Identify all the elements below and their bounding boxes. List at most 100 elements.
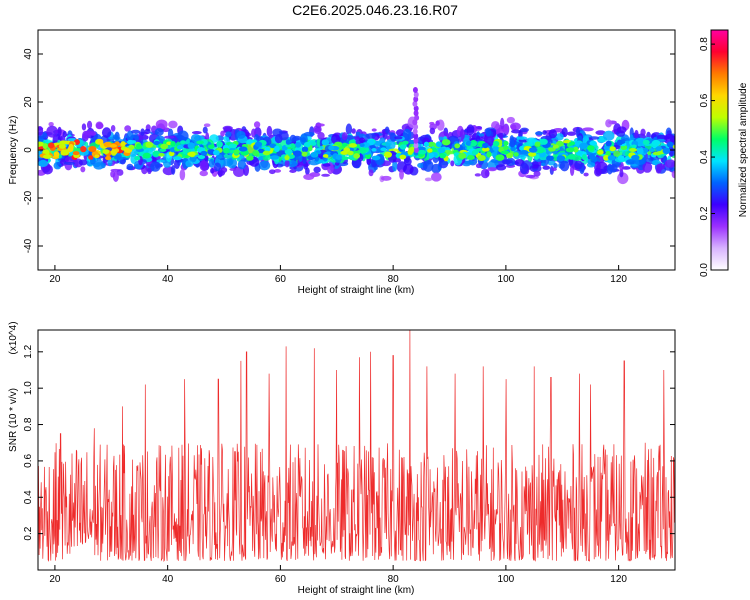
heatmap-cell: [525, 174, 536, 179]
heatmap-cell: [609, 146, 616, 152]
heatmap-cell: [153, 140, 161, 146]
heatmap-cell: [78, 159, 88, 166]
heatmap-cell: [273, 169, 282, 173]
heatmap-cell: [510, 124, 517, 131]
heatmap-cell: [441, 139, 451, 146]
heatmap-cell: [534, 141, 541, 147]
x-tick-label: 60: [275, 274, 287, 285]
heatmap-cell: [38, 125, 44, 136]
heatmap-feature: [413, 110, 419, 117]
spectrogram-y-label: Frequency (Hz): [8, 116, 19, 185]
heatmap-cell: [237, 159, 247, 170]
heatmap-cell: [341, 142, 348, 147]
heatmap-cell: [97, 138, 104, 145]
heatmap-cell: [199, 170, 208, 177]
y-tick-label: -20: [23, 190, 34, 205]
heatmap-cell: [145, 141, 154, 148]
heatmap-cell: [359, 147, 367, 154]
heatmap-cell: [359, 137, 366, 143]
heatmap-cell: [617, 155, 625, 162]
heatmap-cell: [399, 154, 407, 160]
heatmap-cell: [317, 131, 325, 140]
heatmap-cell: [640, 128, 646, 136]
heatmap-cell: [501, 159, 513, 164]
heatmap-feature: [413, 105, 419, 112]
figure-title: C2E6.2025.046.23.16.R07: [292, 2, 458, 18]
heatmap-cell: [57, 126, 62, 137]
heatmap-cell: [500, 150, 510, 155]
heatmap-cell: [417, 162, 425, 169]
heatmap-cell: [303, 173, 315, 180]
heatmap-cell: [631, 144, 637, 149]
y-tick-label: -40: [23, 238, 34, 253]
x-tick-label: 40: [162, 574, 174, 585]
heatmap-cell: [170, 141, 176, 147]
heatmap-cell: [216, 141, 223, 148]
heatmap-cell: [475, 148, 484, 152]
heatmap-cell: [568, 157, 574, 166]
heatmap-cell: [216, 153, 223, 159]
colorbar: 0.0 0.2 0.4 0.6 0.8 Normalized spectral ampl…: [699, 29, 749, 277]
heatmap-cell: [236, 130, 246, 139]
heatmap-cell: [519, 149, 529, 155]
heatmap-cell: [284, 148, 293, 155]
heatmap-cell: [668, 145, 674, 157]
heatmap-cell: [197, 155, 206, 160]
heatmap-cell: [582, 127, 594, 132]
heatmap-cell: [429, 121, 435, 125]
heatmap-cell: [371, 128, 377, 132]
heatmap-cell: [173, 158, 180, 170]
heatmap-cell: [625, 159, 636, 165]
heatmap-cell: [253, 121, 261, 128]
heatmap-cell: [652, 151, 662, 156]
heatmap-cell: [392, 159, 398, 172]
heatmap-cell: [182, 148, 188, 155]
heatmap-cell: [284, 159, 290, 168]
heatmap-feature: [413, 96, 419, 103]
heatmap-cell: [481, 147, 490, 152]
heatmap-cell: [226, 157, 238, 169]
x-tick-label: 100: [498, 574, 515, 585]
heatmap-cell: [208, 158, 215, 168]
heatmap-cell: [608, 163, 618, 173]
heatmap-cell: [112, 134, 119, 140]
heatmap-cell: [566, 131, 577, 136]
heatmap-cell: [172, 156, 182, 161]
heatmap-feature: [413, 147, 419, 153]
heatmap-cell: [384, 151, 392, 158]
heatmap-cell: [301, 151, 308, 157]
colorbar-tick-label: 0.0: [699, 263, 710, 277]
heatmap-cell: [527, 152, 537, 157]
heatmap-cell: [328, 145, 334, 151]
y-tick-label: 40: [23, 48, 34, 60]
x-tick-label: 120: [610, 274, 627, 285]
heatmap-cell: [403, 157, 412, 166]
colorbar-tick-label: 0.6: [699, 93, 710, 107]
heatmap-cell: [225, 131, 232, 138]
heatmap-cell: [531, 165, 539, 169]
heatmap-cell: [246, 139, 254, 145]
colorbar-tick-label: 0.4: [699, 150, 710, 164]
heatmap-cell: [163, 135, 175, 139]
heatmap-cell: [42, 143, 48, 150]
heatmap-cell: [289, 143, 296, 149]
heatmap-cell: [285, 143, 292, 148]
heatmap-cell: [126, 130, 134, 142]
heatmap-cell: [343, 147, 351, 153]
heatmap-cell: [179, 168, 186, 181]
heatmap-cell: [666, 141, 674, 148]
colorbar-ticks: 0.0 0.2 0.4 0.6 0.8: [699, 37, 715, 277]
heatmap-cell: [510, 146, 516, 152]
heatmap-cell: [466, 155, 475, 160]
heatmap-feature: [412, 119, 418, 126]
heatmap-cell: [465, 140, 472, 146]
heatmap-cell: [509, 135, 515, 148]
heatmap-cell: [542, 130, 547, 135]
heatmap-cell: [478, 133, 485, 137]
colorbar-tick-label: 0.8: [699, 37, 710, 51]
heatmap-cell: [258, 156, 264, 161]
heatmap-cell: [629, 148, 637, 152]
heatmap-cell: [562, 139, 572, 144]
